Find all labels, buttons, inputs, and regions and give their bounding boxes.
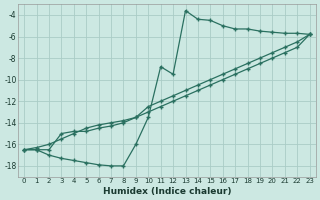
X-axis label: Humidex (Indice chaleur): Humidex (Indice chaleur) [103, 187, 231, 196]
